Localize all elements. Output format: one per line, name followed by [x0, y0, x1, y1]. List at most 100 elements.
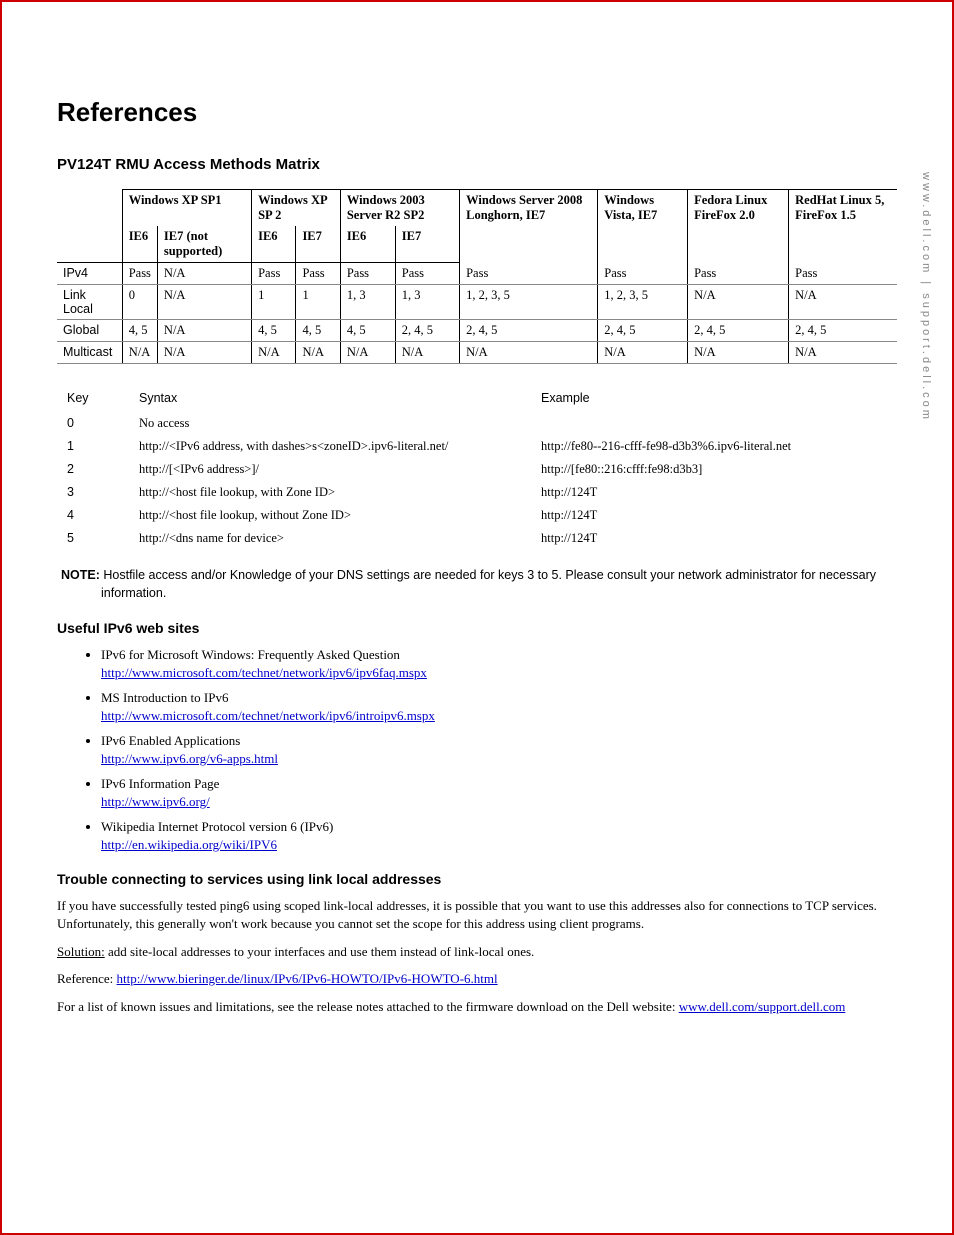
key-row: 0No access [67, 413, 886, 434]
syntax-cell: http://<IPv6 address, with dashes>s<zone… [139, 436, 539, 457]
link-title: IPv6 Information Page [101, 776, 219, 791]
solution-label: Solution: [57, 944, 105, 959]
table-cell: 0 [122, 285, 157, 320]
list-item: Wikipedia Internet Protocol version 6 (I… [101, 818, 897, 853]
table-row: MulticastN/AN/AN/AN/AN/AN/AN/AN/AN/AN/A [57, 342, 897, 364]
table-cell: 4, 5 [122, 320, 157, 342]
table-row: IPv4PassN/APassPassPassPassPassPassPassP… [57, 263, 897, 285]
table-cell: 2, 4, 5 [395, 320, 459, 342]
table-cell: 1, 3 [340, 285, 395, 320]
key-cell: 3 [67, 482, 137, 503]
table-cell: 1, 3 [395, 285, 459, 320]
table-subheader: IE7 (not supported) [157, 226, 251, 263]
table-cell: N/A [395, 342, 459, 364]
link-title: MS Introduction to IPv6 [101, 690, 228, 705]
table-cell: 1 [252, 285, 296, 320]
table-subheader: IE6 [340, 226, 395, 263]
table-header: Windows Server 2008 Longhorn, IE7 [460, 190, 598, 263]
example-cell [541, 413, 886, 434]
table-subheader: IE6 [252, 226, 296, 263]
table-header: Windows 2003 Server R2 SP2 [340, 190, 459, 227]
link-title: Wikipedia Internet Protocol version 6 (I… [101, 819, 333, 834]
links-list: IPv6 for Microsoft Windows: Frequently A… [101, 646, 897, 853]
table-cell: N/A [598, 342, 688, 364]
table-cell: Pass [296, 263, 340, 285]
key-row: 5http://<dns name for device>http://124T [67, 528, 886, 549]
key-header: Key [67, 388, 137, 411]
table-cell: 2, 4, 5 [789, 320, 897, 342]
table-cell: 4, 5 [340, 320, 395, 342]
final-text: For a list of known issues and limitatio… [57, 999, 679, 1014]
row-label: Multicast [57, 342, 122, 364]
table-subheader: IE7 [395, 226, 459, 263]
table-cell: 2, 4, 5 [598, 320, 688, 342]
table-row: Global4, 5N/A4, 54, 54, 52, 4, 52, 4, 52… [57, 320, 897, 342]
table-cell: 2, 4, 5 [688, 320, 789, 342]
table-cell: N/A [157, 320, 251, 342]
table-cell: N/A [157, 342, 251, 364]
key-cell: 5 [67, 528, 137, 549]
reference-label: Reference: [57, 971, 117, 986]
useful-sites-heading: Useful IPv6 web sites [57, 620, 897, 636]
list-item: IPv6 Enabled Applications http://www.ipv6… [101, 732, 897, 767]
note-label: NOTE: [61, 568, 100, 582]
key-cell: 4 [67, 505, 137, 526]
table-cell: N/A [296, 342, 340, 364]
external-link[interactable]: http://www.microsoft.com/technet/network… [101, 665, 427, 680]
table-header: RedHat Linux 5, FireFox 1.5 [789, 190, 897, 263]
list-item: MS Introduction to IPv6 http://www.micros… [101, 689, 897, 724]
note-text: Hostfile access and/or Knowledge of your… [101, 568, 876, 600]
reference-paragraph: Reference: http://www.bieringer.de/linux… [57, 970, 897, 988]
table-cell: Pass [122, 263, 157, 285]
dell-support-link[interactable]: www.dell.com/support.dell.com [679, 999, 846, 1014]
reference-link[interactable]: http://www.bieringer.de/linux/IPv6/IPv6-… [117, 971, 498, 986]
row-label: IPv4 [57, 263, 122, 285]
table-cell: 1 [296, 285, 340, 320]
table-cell: Pass [340, 263, 395, 285]
key-row: 4http://<host file lookup, without Zone … [67, 505, 886, 526]
external-link[interactable]: http://www.ipv6.org/ [101, 794, 210, 809]
external-link[interactable]: http://www.microsoft.com/technet/network… [101, 708, 435, 723]
example-cell: http://124T [541, 528, 886, 549]
trouble-paragraph: If you have successfully tested ping6 us… [57, 897, 897, 932]
table-cell: N/A [340, 342, 395, 364]
trouble-heading: Trouble connecting to services using lin… [57, 871, 897, 887]
key-table: Key Syntax Example 0No access1http://<IP… [65, 386, 888, 551]
key-cell: 1 [67, 436, 137, 457]
row-label: Link Local [57, 285, 122, 320]
table-cell: N/A [688, 285, 789, 320]
table-header: Fedora Linux FireFox 2.0 [688, 190, 789, 263]
table-cell: N/A [157, 263, 251, 285]
solution-paragraph: Solution: add site-local addresses to yo… [57, 943, 897, 961]
sidebar-url-text: www.dell.com | support.dell.com [920, 172, 932, 422]
example-cell: http://fe80--216-cfff-fe98-d3b3%6.ipv6-l… [541, 436, 886, 457]
link-title: IPv6 for Microsoft Windows: Frequently A… [101, 647, 400, 662]
list-item: IPv6 for Microsoft Windows: Frequently A… [101, 646, 897, 681]
table-cell: 1, 2, 3, 5 [598, 285, 688, 320]
external-link[interactable]: http://en.wikipedia.org/wiki/IPV6 [101, 837, 277, 852]
table-header: Windows Vista, IE7 [598, 190, 688, 263]
table-cell: N/A [789, 342, 897, 364]
table-cell: 2, 4, 5 [460, 320, 598, 342]
table-cell: N/A [460, 342, 598, 364]
row-label: Global [57, 320, 122, 342]
example-cell: http://124T [541, 505, 886, 526]
list-item: IPv6 Information Page http://www.ipv6.org… [101, 775, 897, 810]
page-content: References PV124T RMU Access Methods Mat… [2, 2, 952, 1065]
table-cell: N/A [688, 342, 789, 364]
table-cell: Pass [789, 263, 897, 285]
table-cell: N/A [789, 285, 897, 320]
table-cell: Pass [598, 263, 688, 285]
table-header: Windows XP SP 2 [252, 190, 341, 227]
table-cell: Pass [688, 263, 789, 285]
key-cell: 0 [67, 413, 137, 434]
note-block: NOTE: Hostfile access and/or Knowledge o… [57, 567, 897, 602]
final-paragraph: For a list of known issues and limitatio… [57, 998, 897, 1016]
key-cell: 2 [67, 459, 137, 480]
key-row: 1http://<IPv6 address, with dashes>s<zon… [67, 436, 886, 457]
external-link[interactable]: http://www.ipv6.org/v6-apps.html [101, 751, 278, 766]
syntax-cell: http://<host file lookup, with Zone ID> [139, 482, 539, 503]
link-title: IPv6 Enabled Applications [101, 733, 240, 748]
syntax-cell: http://[<IPv6 address>]/ [139, 459, 539, 480]
syntax-cell: No access [139, 413, 539, 434]
